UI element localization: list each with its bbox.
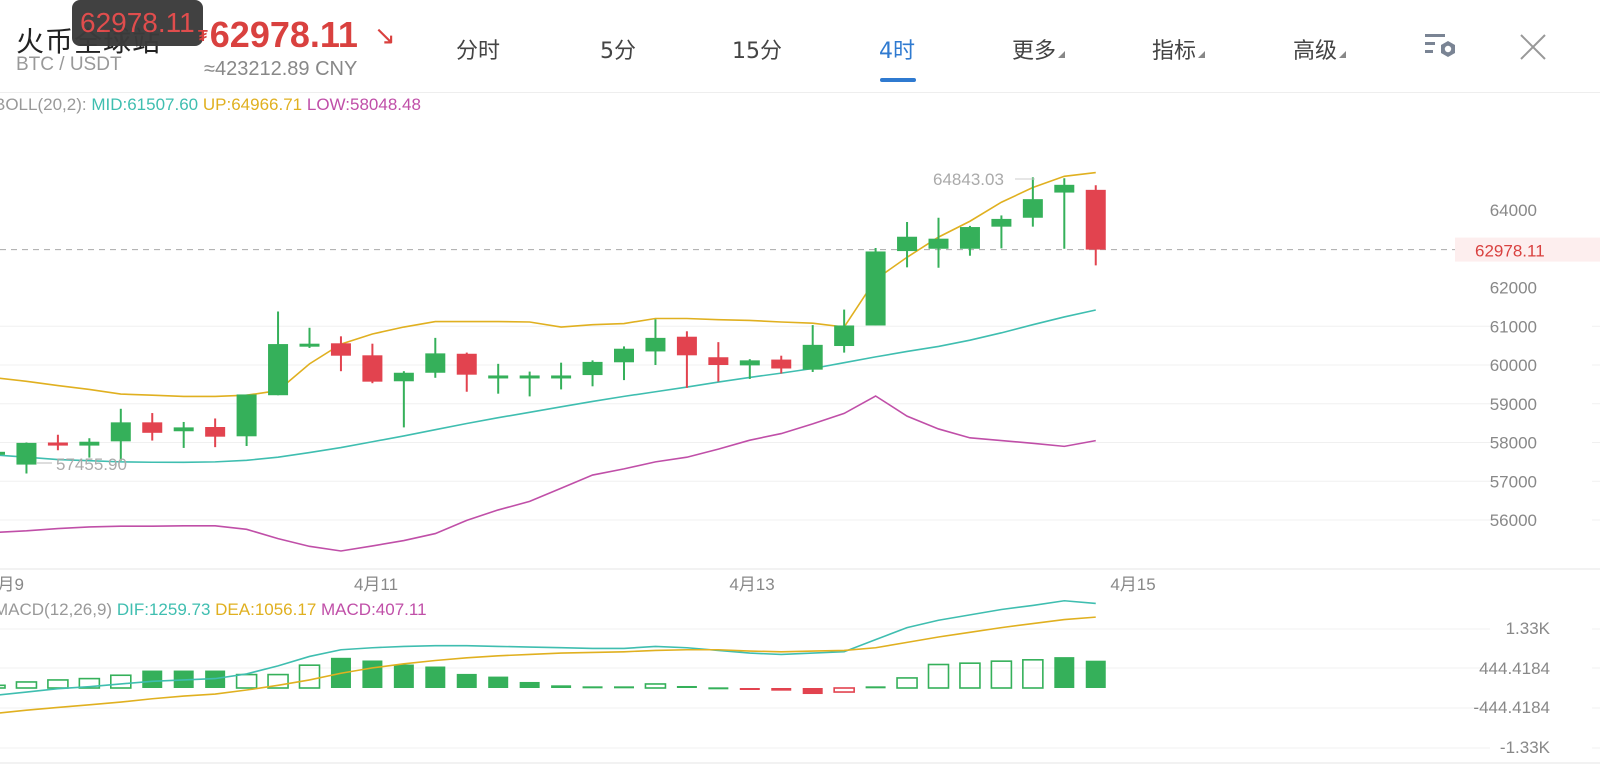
candlestick (205, 427, 226, 437)
dropdown-caret-icon (1339, 51, 1347, 58)
price-tooltip: 62978.11 (72, 0, 203, 46)
candlestick (110, 422, 131, 442)
candlestick (708, 357, 729, 365)
svg-text:62978.11: 62978.11 (1475, 242, 1545, 261)
tab-indicators-dropdown[interactable]: 指标 (1152, 33, 1206, 65)
candlestick (582, 361, 603, 376)
svg-text:64843.03: 64843.03 (933, 170, 1004, 189)
tab-label: 分时 (456, 39, 501, 64)
candlestick (959, 227, 980, 249)
x-axis-tick: 4月13 (729, 575, 774, 594)
candlestick (236, 394, 257, 437)
y-axis-tick: 61000 (1490, 317, 1537, 336)
boll-mid-value: MID:61507.60 (91, 95, 199, 114)
candlestick (739, 360, 760, 366)
dropdown-caret-icon (1058, 51, 1066, 58)
candlestick (47, 442, 68, 446)
macd-y-tick: 444.4184 (1479, 659, 1550, 678)
close-icon[interactable] (1518, 32, 1548, 62)
dropdown-caret-icon (1198, 51, 1206, 58)
candlestick (519, 375, 540, 379)
boll-legend: BOLL(20,2): MID:61507.60 UP:64966.71 LOW… (0, 95, 421, 115)
boll-low-value: LOW:58048.48 (306, 95, 421, 114)
tab-label: 15分 (732, 39, 782, 64)
header-bar: 火币全球站 BTC / USDT 62978.11 ₮62978.11 ↘ ≈4… (0, 0, 1600, 93)
y-axis-tick: 62000 (1490, 279, 1537, 298)
candlestick (928, 238, 949, 249)
candlestick (834, 325, 855, 347)
tab-4hour[interactable]: 4时 (879, 33, 915, 65)
tab-15min[interactable]: 15分 (732, 33, 782, 65)
macd-legend: MACD(12,26,9) DIF:1259.73 DEA:1056.17 MA… (0, 600, 427, 620)
y-axis-tick: 59000 (1490, 395, 1537, 414)
candlestick (645, 337, 666, 352)
candlestick (425, 353, 446, 373)
macd-dea-value: DEA:1056.17 (215, 600, 317, 619)
last-price-value: 62978.11 (209, 14, 358, 55)
candlestick (268, 344, 289, 396)
candlestick (299, 343, 320, 347)
candlestick (488, 375, 509, 379)
macd-value: MACD:407.11 (321, 600, 427, 619)
candlestick (551, 375, 572, 379)
macd-y-tick: -1.33K (1500, 738, 1551, 757)
y-axis-tick: 58000 (1490, 434, 1537, 453)
tab-5min[interactable]: 5分 (600, 33, 636, 65)
candlestick (330, 343, 351, 356)
active-tab-indicator (880, 78, 916, 82)
cny-equivalent: ≈423212.89 CNY (204, 58, 358, 80)
tab-advanced-dropdown[interactable]: 高级 (1293, 33, 1347, 65)
candlestick (16, 442, 37, 465)
candlestick (1022, 199, 1043, 218)
last-price: ₮62978.11 (198, 14, 358, 56)
candlestick (676, 336, 697, 356)
tab-timeline[interactable]: 分时 (456, 33, 500, 65)
x-axis-tick: 4月15 (1110, 575, 1155, 594)
tab-label: 指标 (1152, 39, 1197, 64)
candlestick (173, 427, 194, 432)
x-axis-tick: 4月11 (354, 575, 398, 594)
usdt-currency-icon: ₮ (198, 28, 208, 46)
candlestick (1054, 184, 1075, 193)
candlestick (362, 355, 383, 382)
macd-label: MACD(12,26,9) (0, 600, 113, 619)
x-axis-tick: 4月9 (0, 575, 24, 594)
candlestick (393, 372, 414, 382)
tab-label: 4时 (879, 39, 915, 64)
candlestick (802, 344, 823, 370)
candlestick (771, 359, 792, 369)
candlestick (142, 422, 163, 433)
tab-label: 5分 (600, 39, 636, 64)
tab-label: 更多 (1012, 39, 1057, 64)
candlestick (865, 251, 886, 326)
y-axis-tick: 56000 (1490, 511, 1537, 530)
candlestick (79, 441, 100, 446)
boll-up-value: UP:64966.71 (202, 95, 303, 114)
candlestick (1085, 189, 1106, 250)
y-axis-tick: 60000 (1490, 356, 1537, 375)
tab-more-dropdown[interactable]: 更多 (1012, 33, 1066, 65)
macd-y-tick: -444.4184 (1473, 698, 1550, 717)
macd-dif-value: DIF:1259.73 (116, 600, 211, 619)
y-axis-tick: 64000 (1490, 201, 1537, 220)
candlestick (614, 348, 634, 363)
svg-text:57455.90: 57455.90 (56, 455, 127, 474)
chart-settings-icon[interactable] (1424, 32, 1460, 62)
boll-label: BOLL(20,2): (0, 95, 87, 114)
candlestick (0, 451, 5, 455)
current-price-tag (1455, 237, 1600, 262)
trading-pair[interactable]: BTC / USDT (16, 54, 122, 75)
candlestick (991, 218, 1012, 227)
tab-label: 高级 (1293, 39, 1338, 64)
candlestick (456, 353, 477, 375)
y-axis-tick: 57000 (1490, 472, 1537, 491)
trend-down-arrow-icon: ↘ (374, 20, 396, 50)
macd-y-tick: 1.33K (1506, 619, 1551, 638)
candlestick (897, 236, 918, 252)
